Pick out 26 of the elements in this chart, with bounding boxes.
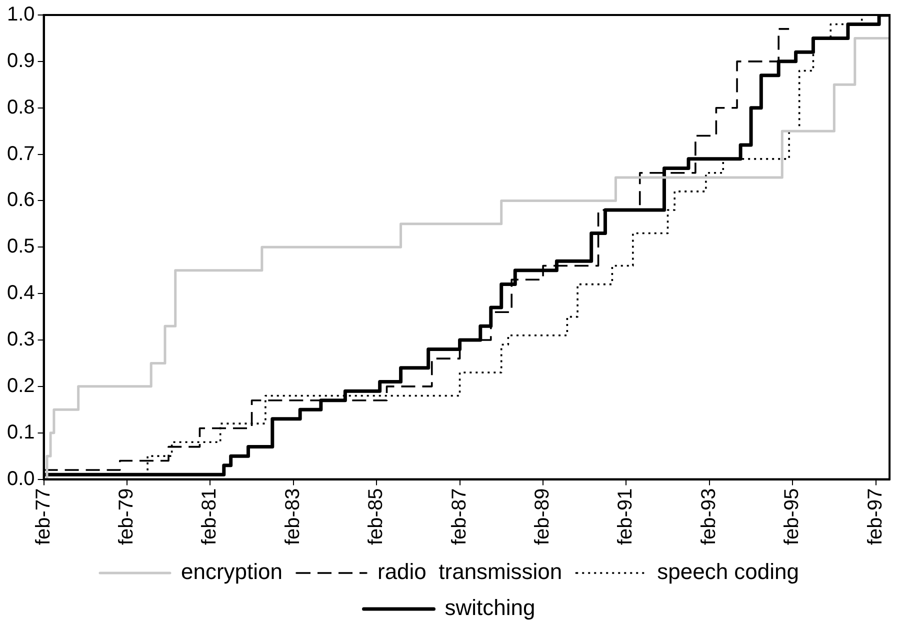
x-tick-label: feb-89	[532, 488, 554, 546]
x-tick-label: feb-79	[115, 488, 138, 546]
y-tick-label: 1.0	[6, 4, 35, 26]
y-tick-label: 0.4	[6, 282, 35, 304]
y-tick-label: 0.8	[6, 96, 35, 118]
x-tick-label: feb-81	[198, 488, 221, 546]
y-tick-label: 0.9	[6, 50, 35, 72]
y-tick-label: 0.3	[6, 328, 35, 351]
x-tick-label: feb-93	[698, 488, 720, 546]
legend-label: encryption	[180, 559, 283, 584]
legend-label: speech coding	[657, 559, 800, 584]
y-tick-label: 0.6	[6, 189, 35, 212]
y-tick-label: 0.0	[6, 468, 35, 490]
y-tick-label: 0.7	[6, 142, 35, 165]
y-tick-label: 0.1	[6, 421, 35, 444]
x-tick-label: feb-77	[32, 488, 54, 546]
legend-label: switching	[444, 595, 536, 620]
legend-label: radio transmission	[377, 559, 562, 584]
y-tick-label: 0.5	[6, 236, 35, 258]
x-tick-label: feb-91	[614, 488, 637, 546]
x-tick-label: feb-97	[864, 488, 886, 546]
x-tick-label: feb-83	[282, 488, 304, 546]
x-tick-label: feb-95	[781, 488, 804, 546]
x-tick-label: feb-87	[448, 488, 470, 546]
x-tick-label: feb-85	[365, 488, 388, 546]
y-tick-label: 0.2	[6, 374, 35, 397]
